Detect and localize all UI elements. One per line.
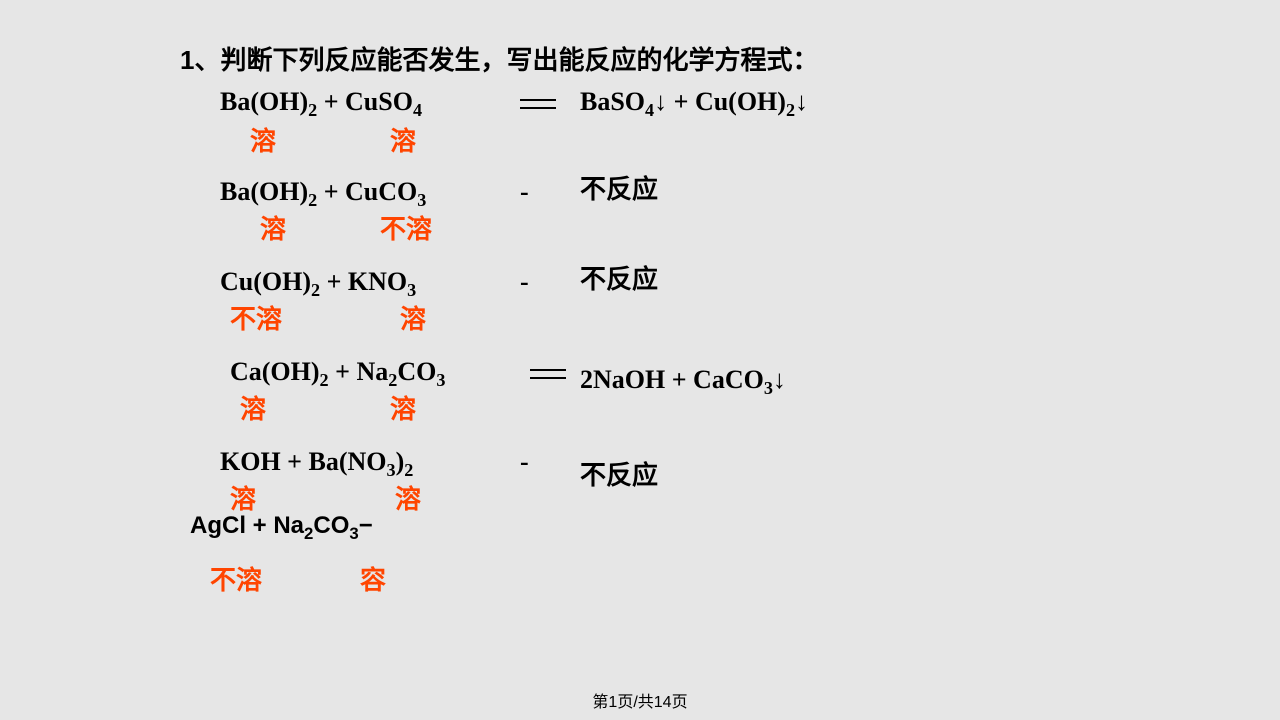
solubility-note: 不溶: [230, 299, 282, 336]
separator: -: [520, 447, 529, 477]
reactants: KOH + Ba(NO3)2: [220, 447, 413, 481]
separator: -: [520, 267, 529, 297]
solubility-note: 不溶: [210, 560, 262, 597]
solubility-note: 溶: [390, 121, 416, 158]
solubility-note: 容: [360, 560, 386, 597]
reactants: Ba(OH)2 + CuSO4: [220, 87, 422, 121]
solubility-note: 溶: [390, 389, 416, 426]
equation-row: Ca(OH)2 + Na2CO3 2NaOH + CaCO3↓ 溶 溶: [180, 357, 1180, 447]
reaction-result: 不反应: [580, 169, 658, 206]
equation-row: Ba(OH)2 + CuSO4 BaSO4↓ + Cu(OH)2↓ 溶 溶: [180, 87, 1180, 177]
separator: -: [520, 177, 529, 207]
separator: [520, 87, 556, 117]
products: 2NaOH + CaCO3↓: [580, 365, 786, 399]
reaction-result: 不反应: [580, 259, 658, 296]
solubility-note: 溶: [250, 121, 276, 158]
solubility-note: 溶: [240, 389, 266, 426]
solubility-note: 不溶: [380, 209, 432, 246]
equation-row: Cu(OH)2 + KNO3-不反应不溶溶: [180, 267, 1180, 357]
separator: [530, 357, 566, 387]
reactants: Cu(OH)2 + KNO3: [220, 267, 416, 301]
solubility-note: 溶: [400, 299, 426, 336]
solubility-note: 溶: [260, 209, 286, 246]
reactants: Ca(OH)2 + Na2CO3: [230, 357, 445, 391]
equation-row: Ba(OH)2 + CuCO3-不反应溶不溶: [180, 177, 1180, 267]
products: BaSO4↓ + Cu(OH)2↓: [580, 87, 808, 121]
extra-equation: AgCl + Na2CO3−: [190, 512, 373, 544]
reactants: Ba(OH)2 + CuCO3: [220, 177, 426, 211]
page-footer: 第1页/共14页: [0, 688, 1280, 712]
question-title: 1、判断下列反应能否发生，写出能反应的化学方程式：: [180, 40, 1180, 77]
